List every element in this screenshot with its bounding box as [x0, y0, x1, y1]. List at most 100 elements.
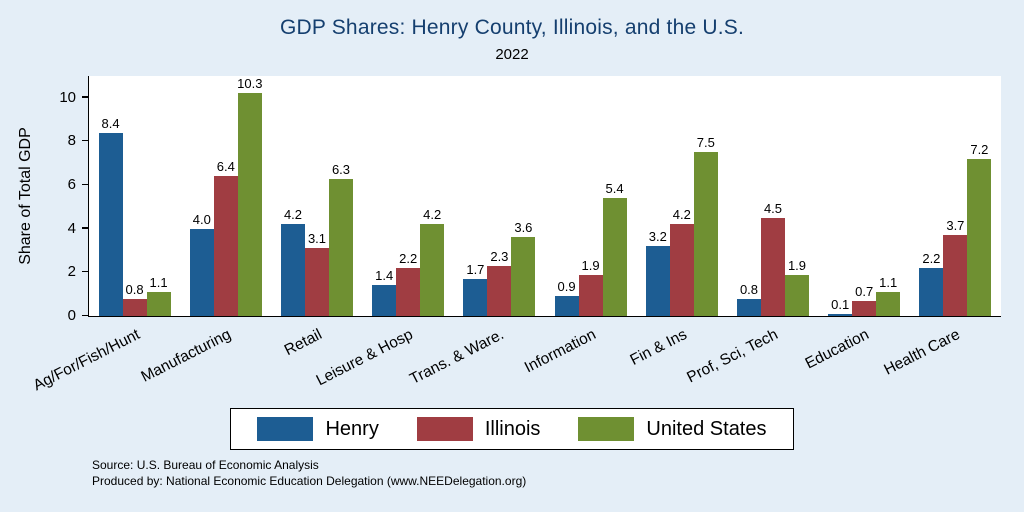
y-axis-tick — [82, 96, 89, 98]
legend-item: Henry — [257, 417, 379, 441]
bar-group: 0.9 1.9 5.4 — [545, 76, 636, 316]
bar-column: 0.1 — [828, 76, 853, 316]
bar — [919, 268, 944, 316]
bar-column: 4.5 — [760, 76, 785, 316]
bar-group: 0.1 0.7 1.1 — [819, 76, 910, 316]
bar — [146, 292, 171, 316]
bar — [784, 274, 809, 316]
bar-value-label: 8.4 — [101, 115, 120, 131]
bar-column: 6.4 — [213, 76, 238, 316]
y-axis-tick — [82, 227, 89, 229]
x-axis-label: Health Care — [881, 326, 964, 379]
bar-value-label: 3.1 — [307, 231, 327, 247]
bar-column: 8.4 — [98, 76, 123, 316]
bar-column: 5.4 — [602, 76, 627, 316]
x-axis-label: Leisure & Hosp — [313, 326, 416, 390]
bar-group: 4.2 3.1 6.3 — [271, 76, 362, 316]
bar-column: 2.2 — [396, 76, 421, 316]
bar — [602, 198, 627, 316]
bar-value-label: 4.2 — [672, 207, 691, 223]
y-axis-tick — [82, 270, 89, 273]
bar-value-label: 1.4 — [375, 268, 394, 284]
bar-column: 1.1 — [146, 76, 171, 316]
bar-column: 4.2 — [669, 76, 694, 316]
bar — [189, 228, 214, 316]
bar-value-label: 6.4 — [216, 159, 235, 175]
y-axis-tick-label: 0 — [67, 307, 76, 324]
bar — [511, 237, 536, 316]
bar — [328, 178, 353, 316]
x-axis-label: Fin & Ins — [627, 326, 690, 369]
bar-value-label: 0.7 — [855, 283, 874, 299]
bar — [372, 285, 397, 316]
legend-swatch — [416, 417, 473, 441]
y-axis-tick — [82, 183, 89, 186]
legend-swatch — [578, 417, 635, 441]
legend-swatch — [257, 417, 314, 441]
bar-group: 2.2 3.7 7.2 — [910, 76, 1001, 316]
bar-column: 0.7 — [852, 76, 877, 316]
bar-value-label: 0.8 — [125, 281, 144, 297]
bar-column: 1.1 — [876, 76, 901, 316]
bar-value-label: 1.7 — [466, 261, 485, 277]
chart-title: GDP Shares: Henry County, Illinois, and … — [279, 16, 745, 39]
bar-group: 1.7 2.3 3.6 — [454, 76, 545, 316]
bar-group: 0.8 4.5 1.9 — [727, 76, 818, 316]
x-axis-label: Prof, Sci, Tech — [684, 326, 781, 387]
y-axis-tick-label: 10 — [59, 88, 76, 106]
bar — [280, 224, 305, 316]
bar — [876, 292, 901, 316]
bar-column: 7.5 — [693, 76, 718, 316]
bar-group: 3.2 4.2 7.5 — [636, 76, 727, 316]
bar-value-label: 4.0 — [192, 211, 211, 227]
bar-column: 7.2 — [967, 76, 992, 316]
y-axis-tick-label: 6 — [67, 176, 76, 194]
bar-group: 1.4 2.2 4.2 — [363, 76, 454, 316]
chart-subtitle: 2022 — [495, 46, 529, 63]
bar-column: 0.8 — [122, 76, 147, 316]
bar-column: 4.2 — [280, 76, 305, 316]
bar — [554, 296, 579, 316]
bar-column: 3.6 — [511, 76, 536, 316]
legend-item: Illinois — [416, 417, 540, 441]
bar-column: 3.1 — [304, 76, 329, 316]
bar-value-label: 1.9 — [787, 257, 807, 273]
plot-area: 8.4 0.8 1.1 Ag/For/Fish/Hunt 4.0 6.4 10.3 Manuf… — [30, 76, 1001, 394]
produced-by-line: Produced by: National Economic Education… — [92, 474, 527, 489]
bar-value-label: 1.1 — [149, 275, 168, 290]
bar-value-label: 1.1 — [879, 275, 898, 290]
bar-column: 2.2 — [919, 76, 944, 316]
bar-value-label: 4.2 — [423, 207, 442, 223]
legend-label: United States — [646, 417, 767, 440]
bar-value-label: 7.2 — [970, 141, 989, 157]
bar-value-label: 4.2 — [283, 207, 303, 223]
source-note: Source: U.S. Bureau of Economic Analysis… — [92, 457, 526, 489]
y-axis-tick-label: 2 — [67, 263, 76, 281]
legend-container: Henry Illinois United States — [0, 408, 1024, 450]
bar — [578, 274, 603, 316]
bar — [828, 313, 853, 316]
bar — [943, 235, 968, 316]
source-line: Source: U.S. Bureau of Economic Analysis — [92, 458, 319, 472]
bar-column: 1.7 — [463, 76, 488, 316]
bar — [213, 176, 238, 316]
bar-value-label: 0.9 — [557, 279, 576, 295]
bar-column: 1.9 — [578, 76, 603, 316]
bar — [736, 298, 761, 316]
bar — [645, 246, 670, 316]
bar-value-label: 2.3 — [490, 248, 509, 264]
x-axis-label: Manufacturing — [138, 326, 234, 386]
y-axis-tick — [82, 314, 89, 316]
x-axis-label: Retail — [281, 326, 325, 360]
bar-column: 2.3 — [487, 76, 512, 316]
x-axis-label: Ag/For/Fish/Hunt — [30, 326, 143, 395]
bar-column: 0.8 — [736, 76, 761, 316]
y-axis-tick — [82, 140, 89, 142]
bar-column: 3.2 — [645, 76, 670, 316]
bar-value-label: 2.2 — [922, 251, 941, 266]
bar-column: 4.0 — [189, 76, 214, 316]
bar-value-label: 2.2 — [399, 251, 418, 266]
y-axis-tick-label: 8 — [67, 132, 76, 150]
bar-column: 10.3 — [237, 76, 262, 316]
bar-column: 0.9 — [554, 76, 579, 316]
